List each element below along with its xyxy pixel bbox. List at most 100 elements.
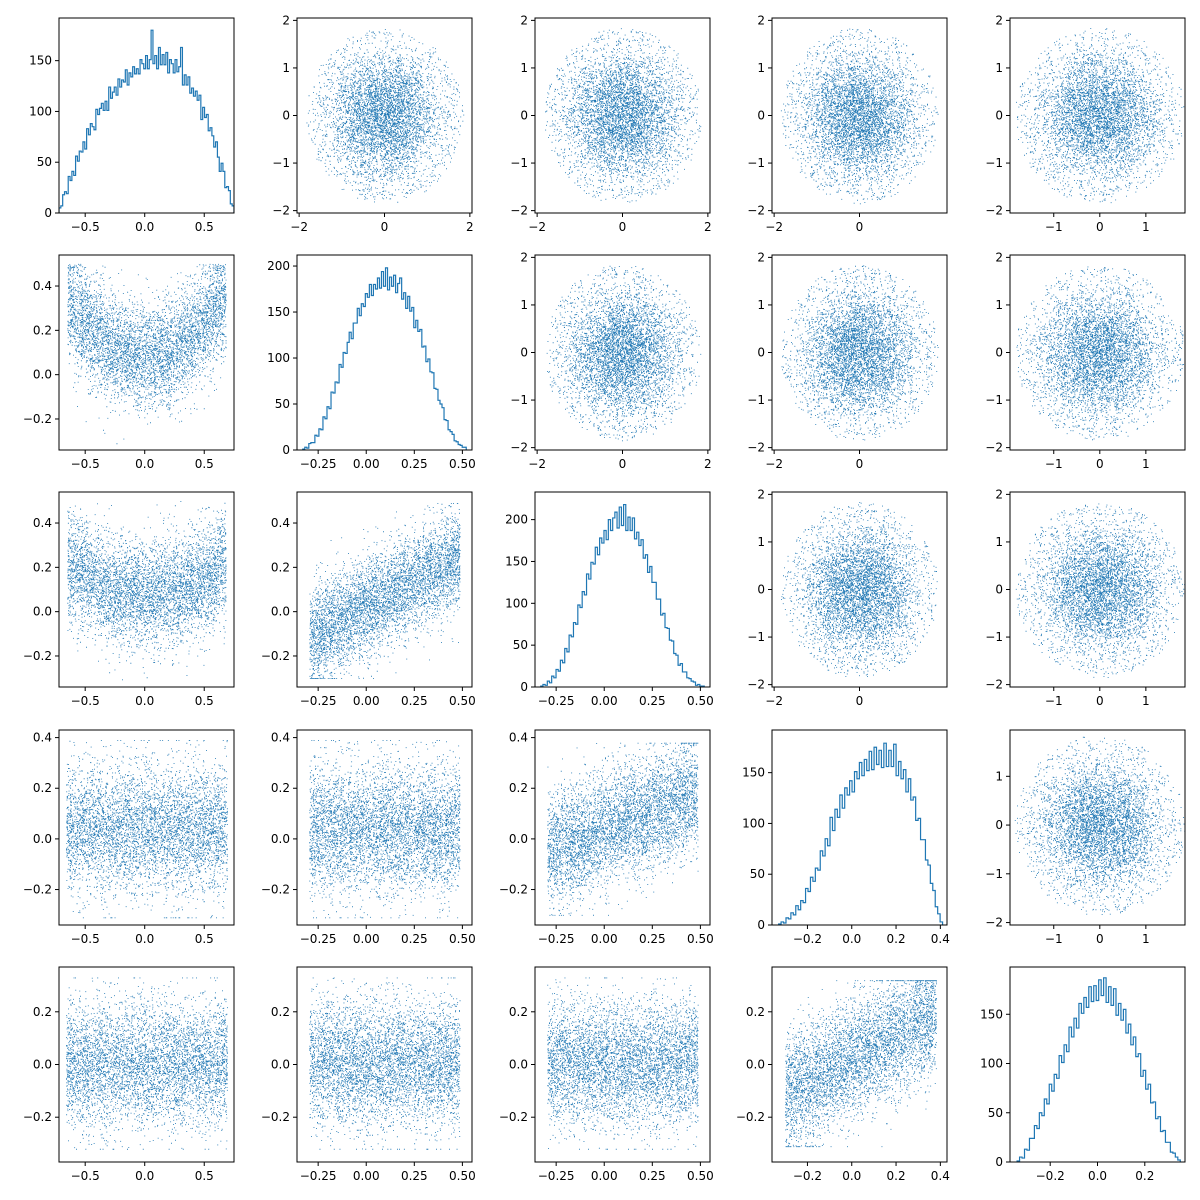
scatter-marks — [545, 28, 702, 203]
y-tick-label: 0 — [995, 583, 1003, 597]
x-tick-label: 0.2 — [887, 932, 906, 946]
y-tick-label: 0.4 — [509, 731, 528, 745]
scatter-points — [1016, 266, 1185, 441]
x-tick-label: 0.50 — [449, 694, 476, 708]
scatter-points — [1015, 503, 1185, 678]
x-tick-label: 0.5 — [195, 457, 214, 471]
x-tick-label: 2 — [704, 220, 712, 234]
scatter-marks — [547, 977, 699, 1150]
y-tick-label: 0.0 — [746, 1058, 765, 1072]
y-tick-label: −1 — [747, 156, 765, 170]
y-tick-label: 0 — [520, 680, 528, 694]
y-tick-label: 0.2 — [746, 1005, 765, 1019]
axes-frame — [58, 17, 235, 214]
y-tick-label: 0 — [282, 109, 290, 123]
y-tick-label: −1 — [985, 393, 1003, 407]
plot-area — [309, 740, 461, 919]
panel-r2-c5: −1 0 1 −2 −1 0 1 2 — [985, 250, 1186, 471]
panel-r5-c2: −0.25 0.00 0.25 0.50 −0.2 0.0 0.2 — [261, 966, 476, 1183]
plot-area — [547, 977, 699, 1150]
x-tick-label: −2 — [765, 457, 783, 471]
y-tick-label: 2 — [757, 250, 765, 264]
scatter-marks — [67, 501, 227, 681]
scatter-marks — [309, 977, 461, 1150]
y-tick-label: 1 — [520, 298, 528, 312]
y-tick-label: 150 — [505, 554, 528, 568]
plot-area — [1015, 503, 1185, 678]
scatter-points — [309, 977, 461, 1150]
scatter-points — [309, 503, 461, 679]
y-tick-label: −1 — [747, 393, 765, 407]
x-tick-label: 0.0 — [135, 1169, 154, 1183]
panel-r1-c5: −1 0 1 −2 −1 0 1 2 — [985, 13, 1186, 234]
x-tick-label: 0.2 — [1135, 1169, 1154, 1183]
x-tick-label: −0.5 — [71, 457, 100, 471]
scatter-points — [546, 265, 702, 442]
x-tick-label: 0.25 — [401, 457, 428, 471]
scatter-points — [547, 742, 699, 916]
plot-area — [67, 501, 227, 681]
y-tick-label: 2 — [757, 13, 765, 27]
y-tick-label: 0.0 — [33, 605, 52, 619]
scatter-points — [781, 502, 938, 677]
x-tick-label: 0.0 — [135, 457, 154, 471]
x-tick-label: 0.0 — [842, 1169, 861, 1183]
y-tick-label: −0.2 — [499, 883, 528, 897]
y-tick-label: 0 — [520, 109, 528, 123]
y-tick-label: −2 — [985, 678, 1003, 692]
y-tick-label: 2 — [520, 13, 528, 27]
y-tick-label: 1 — [520, 61, 528, 75]
x-tick-label: 0.50 — [449, 1169, 476, 1183]
plot-area — [545, 28, 702, 203]
panel-r3-c2: −0.25 0.00 0.25 0.50 −0.2 0.0 0.2 0.4 — [261, 491, 476, 708]
x-tick-label: 0.25 — [639, 694, 666, 708]
x-tick-label: −0.25 — [300, 1169, 337, 1183]
x-tick-label: 0.5 — [195, 694, 214, 708]
y-tick-label: 0 — [995, 346, 1003, 360]
scatter-marks — [306, 29, 465, 203]
y-tick-label: 100 — [267, 351, 290, 365]
x-tick-label: 0.50 — [449, 932, 476, 946]
x-tick-label: 2 — [466, 220, 474, 234]
x-tick-label: 0.0 — [842, 932, 861, 946]
plot-area — [1016, 28, 1185, 204]
x-tick-label: 0 — [381, 220, 389, 234]
panel-r5-c5: −0.2 0.0 0.2 0 50 100 150 — [980, 966, 1186, 1183]
y-tick-label: −0.2 — [261, 1110, 290, 1124]
x-tick-label: 0.00 — [353, 932, 380, 946]
axes-frame — [296, 254, 473, 451]
scatter-marks — [547, 742, 699, 916]
y-tick-label: 100 — [29, 104, 52, 118]
y-tick-label: −2 — [272, 204, 290, 218]
y-tick-label: 0 — [757, 918, 765, 932]
x-tick-label: 0 — [856, 457, 864, 471]
y-tick-label: 100 — [742, 816, 765, 830]
y-tick-label: 0.0 — [271, 605, 290, 619]
y-tick-label: 150 — [742, 766, 765, 780]
y-tick-label: −0.2 — [23, 883, 52, 897]
panel-r2-c1: −0.5 0.0 0.5 −0.2 0.0 0.2 0.4 — [23, 254, 235, 471]
plot-area — [546, 265, 702, 442]
y-tick-label: −0.2 — [261, 649, 290, 663]
x-tick-label: −0.5 — [71, 932, 100, 946]
x-tick-label: −2 — [528, 220, 546, 234]
y-tick-label: 0.4 — [33, 516, 52, 530]
panel-r2-c4: −2 0 −2 −1 0 1 2 — [747, 250, 948, 471]
y-tick-label: 1 — [757, 61, 765, 75]
plot-area — [309, 503, 461, 679]
y-tick-label: −2 — [510, 441, 528, 455]
axes-frame — [58, 491, 235, 688]
scatter-marks — [309, 740, 461, 919]
x-tick-label: −2 — [765, 220, 783, 234]
x-tick-label: 0.00 — [353, 1169, 380, 1183]
y-tick-label: −1 — [272, 156, 290, 170]
y-tick-label: 200 — [267, 259, 290, 273]
y-tick-label: −0.2 — [261, 883, 290, 897]
x-tick-label: 0.50 — [687, 932, 714, 946]
panel-r1-c1: −0.5 0.0 0.5 0 50 100 150 — [29, 17, 235, 234]
x-tick-label: −0.25 — [538, 932, 575, 946]
histogram-step — [778, 742, 944, 925]
plot-area — [66, 740, 228, 919]
y-tick-label: 50 — [513, 638, 528, 652]
